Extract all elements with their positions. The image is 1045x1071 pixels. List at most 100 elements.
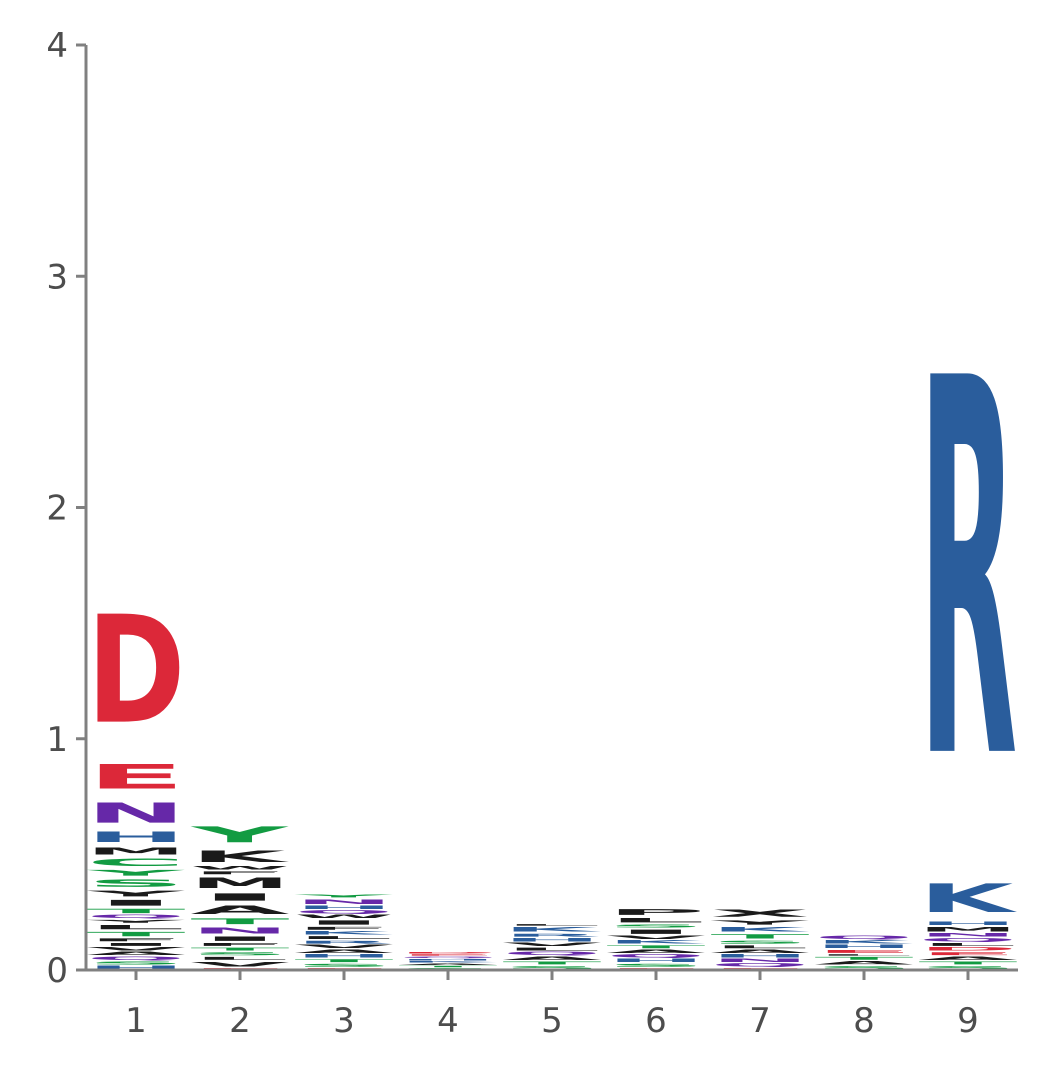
- logo-letter-pos2-f-12: F: [191, 871, 290, 876]
- logo-letter-pos5-l-4: L: [503, 947, 602, 952]
- logo-letter-pos8-a-1: A: [815, 961, 914, 966]
- logo-letter-pos1-c-16: C: [87, 857, 186, 869]
- logo-letter-pos8-h-5: H: [815, 945, 914, 950]
- logo-letter-pos6-k-6: K: [607, 940, 706, 945]
- logo-letter-pos3-r-6: R: [295, 940, 394, 945]
- logo-letter-pos2-s-3: S: [191, 952, 290, 957]
- logo-letter-pos2-m-11: M: [191, 875, 290, 891]
- x-tick-label-3: 3: [333, 1001, 355, 1041]
- logo-letter-pos2-y-15: Y: [190, 822, 289, 847]
- logo-letter-pos6-s-1: S: [607, 963, 706, 968]
- logo-letter-pos7-l-5: L: [711, 945, 810, 950]
- logo-letter-pos7-s-6: S: [711, 940, 810, 945]
- y-tick-label-2: 2: [46, 489, 68, 529]
- logo-letter-pos1-s-1: S: [87, 961, 186, 966]
- logo-letter-pos2-i-10: I: [191, 891, 290, 902]
- logo-letter-pos9-l-5: L: [919, 942, 1018, 947]
- logo-letter-pos1-n-19: N: [87, 797, 186, 829]
- logo-letter-pos5-t-1: T: [503, 961, 602, 966]
- logo-letter-pos2-t-4: T: [191, 947, 290, 952]
- logo-letter-pos7-y-9: Y: [710, 919, 809, 926]
- logo-letter-pos4-t-1: T: [399, 965, 498, 967]
- logo-letter-pos2-v-1: V: [191, 961, 290, 968]
- logo-letter-pos1-s-14: S: [87, 878, 186, 889]
- logo-letter-pos1-i-5: I: [87, 942, 186, 947]
- logo-letter-pos3-h-3: H: [295, 954, 394, 959]
- logo-letter-pos6-l-10: L: [607, 917, 706, 924]
- x-tick-label-5: 5: [541, 1001, 563, 1041]
- logo-letter-pos2-n-7: N: [191, 926, 290, 935]
- logo-letter-pos9-t-1: T: [919, 961, 1018, 966]
- logo-letter-pos8-q-7: Q: [815, 935, 914, 940]
- logo-letter-pos5-h-6: H: [503, 938, 602, 943]
- logo-letter-pos9-r-11: R: [919, 271, 1018, 874]
- logo-letter-pos3-v-5: V: [295, 945, 394, 950]
- x-tick-label-8: 8: [853, 1001, 875, 1041]
- logo-letter-pos5-v-5: V: [503, 942, 602, 947]
- logo-letter-pos3-y-15: Y: [294, 894, 393, 899]
- logo-letter-pos6-a-4: A: [607, 949, 706, 954]
- logo-letter-pos1-v-4: V: [87, 947, 186, 952]
- logo-letter-pos4-h-4: H: [399, 958, 498, 960]
- logo-letter-pos2-a-9: A: [191, 903, 290, 917]
- logo-letter-pos1-y-9: Y: [86, 919, 185, 924]
- logo-letter-pos1-t-7: T: [87, 931, 186, 938]
- logo-letter-pos7-h-3: H: [711, 954, 810, 959]
- logo-letter-pos9-e-3: E: [919, 952, 1018, 957]
- x-tick-label-1: 1: [125, 1001, 147, 1041]
- logo-letter-pos1-y-13: Y: [86, 889, 185, 898]
- logo-letter-pos4-e-6: E: [399, 954, 498, 956]
- logo-letter-pos8-s-0: S: [815, 965, 914, 970]
- logo-letter-pos7-x-10: X: [711, 908, 810, 920]
- y-tick-label-3: 3: [46, 257, 68, 297]
- y-tick-label-4: 4: [46, 26, 68, 66]
- logo-letter-pos9-m-8: M: [919, 926, 1018, 933]
- logo-letter-pos3-f-9: F: [295, 926, 394, 931]
- logo-letter-pos1-m-17: M: [87, 845, 186, 857]
- logo-letter-pos9-h-9: H: [919, 921, 1018, 926]
- logo-letter-pos9-s-0: S: [919, 965, 1018, 970]
- logo-letter-pos9-a-2: A: [919, 956, 1018, 961]
- logo-letter-pos8-t-2: T: [815, 956, 914, 961]
- logo-letter-pos3-l-7: L: [295, 935, 394, 940]
- logo-letter-pos2-t-8: T: [191, 917, 290, 926]
- logo-letter-pos7-q-1: Q: [711, 963, 810, 968]
- logo-letter-pos7-t-7: T: [711, 933, 810, 940]
- axes: 0 1 2 3 4 1 2 3 4 5 6 7 8 9: [46, 26, 1018, 1041]
- logo-letter-pos3-h-13: H: [295, 905, 394, 910]
- logo-letter-pos6-i-8: I: [607, 928, 706, 935]
- logo-letter-pos2-f-5: F: [191, 942, 290, 947]
- logo-letter-pos1-q-2: Q: [87, 956, 186, 961]
- logo-letter-pos9-n-7: N: [919, 933, 1018, 938]
- logo-letter-pos2-w-13: W: [191, 866, 290, 871]
- logo-letter-pos2-i-6: I: [191, 935, 290, 942]
- logo-letter-pos3-w-11: W: [295, 915, 394, 920]
- logo-letter-pos1-h-18: H: [87, 829, 186, 845]
- logo-letter-pos5-s-0: S: [503, 965, 602, 970]
- y-tick-label-0: 0: [46, 951, 68, 991]
- logo-letter-pos4-q-5: Q: [399, 956, 498, 958]
- logo-letter-pos8-l-3: L: [815, 954, 914, 956]
- x-tick-label-4: 4: [437, 1001, 459, 1041]
- logo-letter-pos6-h-2: H: [607, 958, 706, 963]
- logo-letter-pos3-k-8: K: [295, 931, 394, 936]
- y-tick-label-1: 1: [46, 720, 68, 760]
- logo-stacks: HSQAVIFTLYQTIYSYCMHNEDEVLSTFINTAIMFWKYES…: [86, 271, 1018, 970]
- logo-letter-pos7-k-8: K: [711, 926, 810, 933]
- logo-letter-pos1-h-0: H: [87, 965, 186, 970]
- logo-letter-pos3-s-1: S: [295, 963, 394, 968]
- logo-letter-pos7-n-2: N: [711, 958, 810, 963]
- logo-letter-pos2-l-2: L: [191, 956, 290, 961]
- logo-letter-pos4-d-7: D: [399, 952, 498, 954]
- logo-letter-pos1-a-3: A: [87, 952, 186, 957]
- logo-letter-pos3-t-2: T: [295, 958, 394, 963]
- logo-letter-pos5-l-9: L: [503, 924, 602, 926]
- logo-letter-pos8-k-6: K: [815, 940, 914, 945]
- logo-letter-pos6-s-9: S: [607, 924, 706, 929]
- logo-letter-pos3-i-10: I: [295, 919, 394, 926]
- logo-letter-pos5-q-3: Q: [503, 952, 602, 957]
- x-tick-label-9: 9: [957, 1001, 979, 1041]
- logo-letter-pos4-k-3: K: [399, 961, 498, 963]
- x-tick-label-6: 6: [645, 1001, 667, 1041]
